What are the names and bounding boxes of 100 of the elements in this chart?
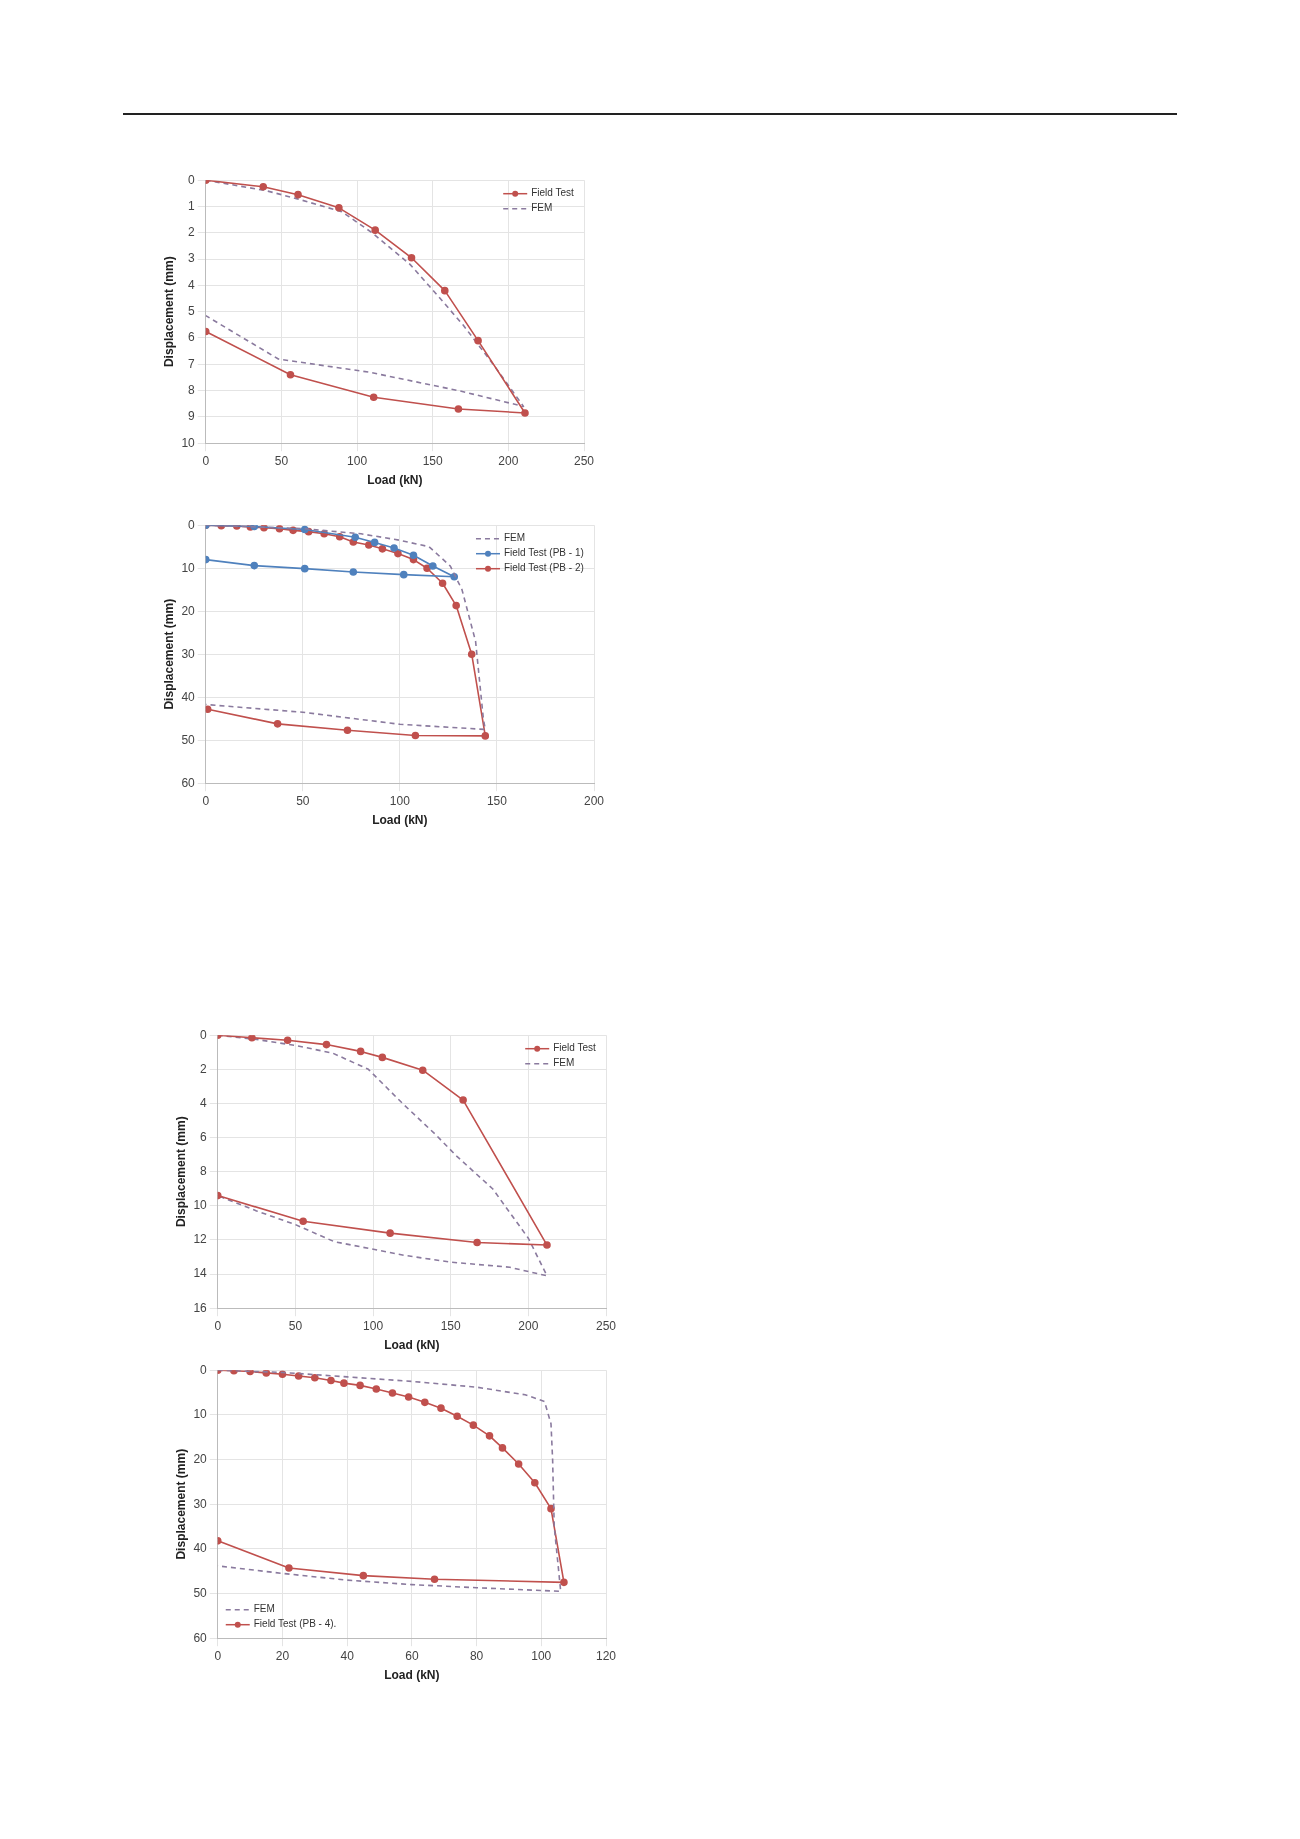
point [514, 1460, 523, 1468]
x-tick-label: 150 [486, 793, 508, 808]
x-tick-label: 60 [405, 1648, 419, 1663]
y-tick-label: 14 [193, 1266, 208, 1281]
legend-label: Field Test (PB - 4). [253, 1618, 337, 1630]
x-tick-label: 200 [583, 793, 605, 808]
point [411, 731, 420, 740]
x-axis-title: Load (kN) [372, 813, 428, 828]
point [438, 579, 447, 588]
point [311, 1373, 319, 1382]
y-tick-label: 10 [181, 560, 196, 575]
point [300, 564, 309, 573]
point [421, 1398, 429, 1407]
legend-label: Field Test (PB - 1) [503, 547, 584, 559]
point [409, 551, 418, 560]
point [371, 226, 380, 234]
point [378, 1053, 387, 1062]
point [399, 570, 408, 579]
y-tick-label: 30 [193, 1496, 208, 1511]
point [386, 1229, 394, 1237]
y-tick-label: 6 [200, 1129, 208, 1144]
y-tick-label: 60 [181, 775, 196, 790]
point [521, 409, 529, 417]
x-tick-label: 150 [422, 453, 444, 468]
x-tick-label: 100 [347, 453, 368, 468]
x-tick-label: 50 [274, 453, 289, 468]
y-tick-label: 1 [188, 198, 196, 213]
point [356, 1381, 364, 1390]
point [459, 1096, 467, 1104]
x-tick-label: 200 [518, 1318, 539, 1333]
point [340, 1379, 348, 1387]
y-tick-label: 9 [188, 409, 196, 424]
point [273, 720, 282, 728]
point [259, 182, 268, 191]
point [388, 1389, 397, 1397]
y-tick-label: 30 [181, 646, 196, 661]
y-tick-label: 7 [188, 356, 196, 371]
y-tick-label: 2 [200, 1061, 208, 1076]
point [481, 732, 490, 740]
point [299, 1217, 307, 1225]
y-tick-label: 20 [181, 603, 196, 618]
legend-label: FEM [531, 202, 553, 214]
point [454, 405, 463, 413]
x-tick-label: 0 [214, 1318, 222, 1333]
y-axis-title: Displacement (mm) [173, 1116, 188, 1228]
x-tick-label: 150 [440, 1318, 462, 1333]
legend-label: FEM [553, 1057, 575, 1069]
y-tick-label: 3 [188, 251, 196, 266]
y-tick-label: 0 [188, 172, 196, 187]
point [441, 286, 449, 295]
point [378, 545, 387, 553]
point [294, 1372, 303, 1380]
y-tick-label: 6 [188, 330, 196, 345]
point [390, 544, 398, 552]
legend-label: FEM [253, 1603, 275, 1615]
point [560, 1578, 568, 1587]
point [359, 1571, 368, 1580]
point [467, 650, 476, 658]
point [437, 1404, 445, 1412]
x-axis-title: Load (kN) [384, 1668, 440, 1683]
point [205, 705, 212, 714]
y-tick-label: 0 [188, 517, 196, 532]
point [286, 371, 295, 379]
point [294, 190, 302, 199]
point [407, 253, 416, 262]
point [365, 541, 373, 549]
point [343, 726, 352, 735]
y-tick-label: 4 [188, 277, 196, 292]
x-tick-label: 250 [573, 453, 595, 468]
y-tick-label: 8 [200, 1164, 208, 1179]
point [485, 1432, 494, 1440]
y-tick-label: 16 [193, 1300, 208, 1315]
x-tick-label: 100 [389, 793, 411, 808]
point [394, 549, 402, 558]
point [351, 533, 360, 542]
x-tick-label: 250 [595, 1318, 617, 1333]
point [531, 1478, 539, 1487]
y-tick-label: 2 [188, 225, 196, 240]
y-tick-label: 0 [200, 1362, 208, 1377]
x-tick-label: 80 [469, 1648, 484, 1663]
x-tick-label: 40 [340, 1648, 355, 1663]
point [453, 1412, 461, 1421]
point [543, 1241, 551, 1249]
point [370, 538, 379, 547]
y-tick-label: 20 [193, 1451, 208, 1466]
point [356, 1047, 365, 1056]
point [452, 601, 460, 610]
point [250, 561, 259, 570]
x-tick-label: 0 [214, 1648, 222, 1663]
x-tick-label: 100 [531, 1648, 552, 1663]
x-tick-label: 50 [296, 793, 310, 808]
x-tick-label: 120 [595, 1648, 617, 1663]
y-tick-label: 40 [193, 1541, 208, 1556]
point [327, 1376, 335, 1385]
point [547, 1504, 555, 1513]
y-tick-label: 8 [188, 382, 196, 397]
point [430, 1575, 439, 1584]
y-axis-title: Displacement (mm) [161, 598, 176, 710]
point [369, 393, 378, 401]
point [423, 564, 431, 572]
